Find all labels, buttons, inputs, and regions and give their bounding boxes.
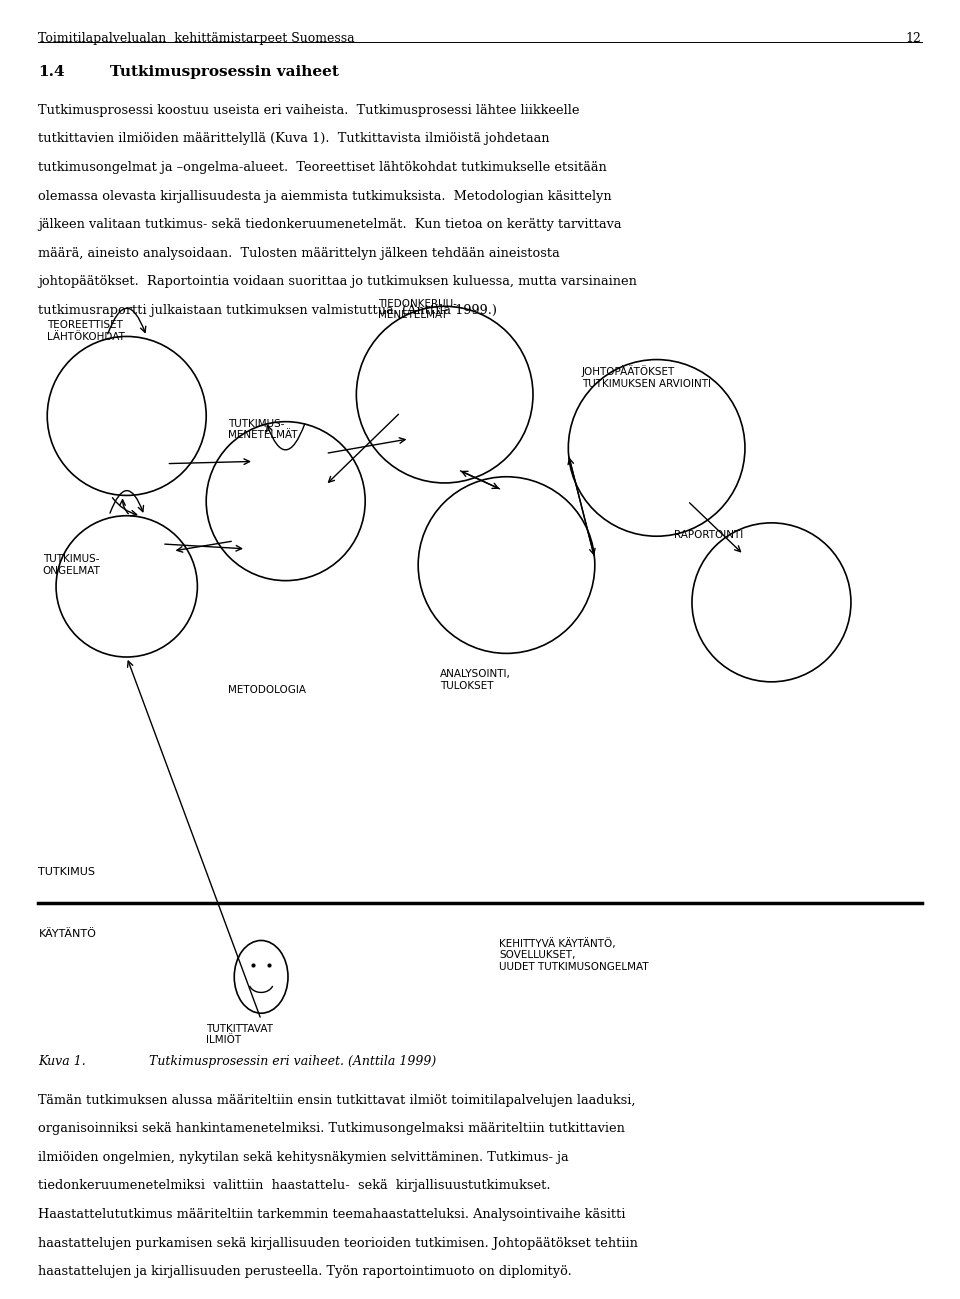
Text: TUTKITTAVAT
ILMIÖT: TUTKITTAVAT ILMIÖT (206, 1024, 274, 1046)
Text: määrä, aineisto analysoidaan.  Tulosten määrittelyn jälkeen tehdään aineistosta: määrä, aineisto analysoidaan. Tulosten m… (38, 247, 560, 260)
Text: 1.4: 1.4 (38, 65, 65, 79)
Text: jälkeen valitaan tutkimus- sekä tiedonkeruumenetelmät.  Kun tietoa on kerätty ta: jälkeen valitaan tutkimus- sekä tiedonke… (38, 218, 622, 231)
Text: JOHTOPÄÄTÖKSET
TUTKIMUKSEN ARVIOINTI: JOHTOPÄÄTÖKSET TUTKIMUKSEN ARVIOINTI (582, 365, 710, 388)
Text: haastattelujen purkamisen sekä kirjallisuuden teorioiden tutkimisen. Johtopäätök: haastattelujen purkamisen sekä kirjallis… (38, 1237, 638, 1250)
Text: Tämän tutkimuksen alussa määriteltiin ensin tutkittavat ilmiöt toimitilapalveluj: Tämän tutkimuksen alussa määriteltiin en… (38, 1094, 636, 1107)
Text: johtopäätökset.  Raportointia voidaan suorittaa jo tutkimuksen kuluessa, mutta v: johtopäätökset. Raportointia voidaan suo… (38, 275, 637, 288)
Text: RAPORTOINTI: RAPORTOINTI (674, 530, 744, 540)
FancyArrowPatch shape (267, 425, 304, 449)
Text: TUTKIMUS: TUTKIMUS (38, 866, 95, 877)
Text: Tutkimusprosessin vaiheet: Tutkimusprosessin vaiheet (110, 65, 339, 79)
Text: haastattelujen ja kirjallisuuden perusteella. Työn raportointimuoto on diplomity: haastattelujen ja kirjallisuuden peruste… (38, 1265, 572, 1278)
Text: Tutkimusprosessi koostuu useista eri vaiheista.  Tutkimusprosessi lähtee liikkee: Tutkimusprosessi koostuu useista eri vai… (38, 104, 580, 117)
Text: tutkimusraportti julkaistaan tutkimuksen valmistuttua. (Anttila 1999.): tutkimusraportti julkaistaan tutkimuksen… (38, 304, 497, 317)
Text: tutkittavien ilmiöiden määrittelyllä (Kuva 1).  Tutkittavista ilmiöistä johdetaa: tutkittavien ilmiöiden määrittelyllä (Ku… (38, 132, 550, 145)
Text: KEHITTYVÄ KÄYTÄNTÖ,
SOVELLUKSET,
UUDET TUTKIMUSONGELMAT: KEHITTYVÄ KÄYTÄNTÖ, SOVELLUKSET, UUDET T… (499, 938, 649, 972)
Text: tutkimusongelmat ja –ongelma-alueet.  Teoreettiset lähtökohdat tutkimukselle ets: tutkimusongelmat ja –ongelma-alueet. Teo… (38, 161, 607, 174)
Text: Toimitilapalvelualan  kehittämistarpeet Suomessa: Toimitilapalvelualan kehittämistarpeet S… (38, 32, 355, 45)
Text: Haastattelututkimus määriteltiin tarkemmin teemahaastatteluksi. Analysointivaihe: Haastattelututkimus määriteltiin tarkemm… (38, 1208, 626, 1221)
Text: KÄYTÄNTÖ: KÄYTÄNTÖ (38, 929, 96, 939)
Text: TUTKIMUS-
ONGELMAT: TUTKIMUS- ONGELMAT (43, 555, 101, 575)
Text: TIEDONKERUU-
MENETELMÄT: TIEDONKERUU- MENETELMÄT (378, 299, 457, 321)
Text: Kuva 1.: Kuva 1. (38, 1055, 86, 1068)
Text: TUTKIMUS-
MENETELMÄT: TUTKIMUS- MENETELMÄT (228, 418, 298, 440)
Text: olemassa olevasta kirjallisuudesta ja aiemmista tutkimuksista.  Metodologian käs: olemassa olevasta kirjallisuudesta ja ai… (38, 190, 612, 203)
FancyArrowPatch shape (110, 491, 143, 513)
FancyArrowPatch shape (108, 308, 146, 334)
Text: ANALYSOINTI,
TULOKSET: ANALYSOINTI, TULOKSET (441, 669, 511, 691)
Text: METODOLOGIA: METODOLOGIA (228, 685, 306, 695)
Text: organisoinniksi sekä hankintamenetelmiksi. Tutkimusongelmaksi määriteltiin tutki: organisoinniksi sekä hankintamenetelmiks… (38, 1122, 625, 1135)
Text: TEOREETTISET
LÄHTÖKOHDAT: TEOREETTISET LÄHTÖKOHDAT (47, 320, 125, 342)
Text: ilmiöiden ongelmien, nykytilan sekä kehitysnäkymien selvittäminen. Tutkimus- ja: ilmiöiden ongelmien, nykytilan sekä kehi… (38, 1151, 569, 1164)
Text: 12: 12 (905, 32, 922, 45)
Text: tiedonkeruumenetelmiksi  valittiin  haastattelu-  sekä  kirjallisuustutkimukset.: tiedonkeruumenetelmiksi valittiin haasta… (38, 1179, 551, 1192)
Text: Tutkimusprosessin eri vaiheet. (Anttila 1999): Tutkimusprosessin eri vaiheet. (Anttila … (149, 1055, 436, 1068)
